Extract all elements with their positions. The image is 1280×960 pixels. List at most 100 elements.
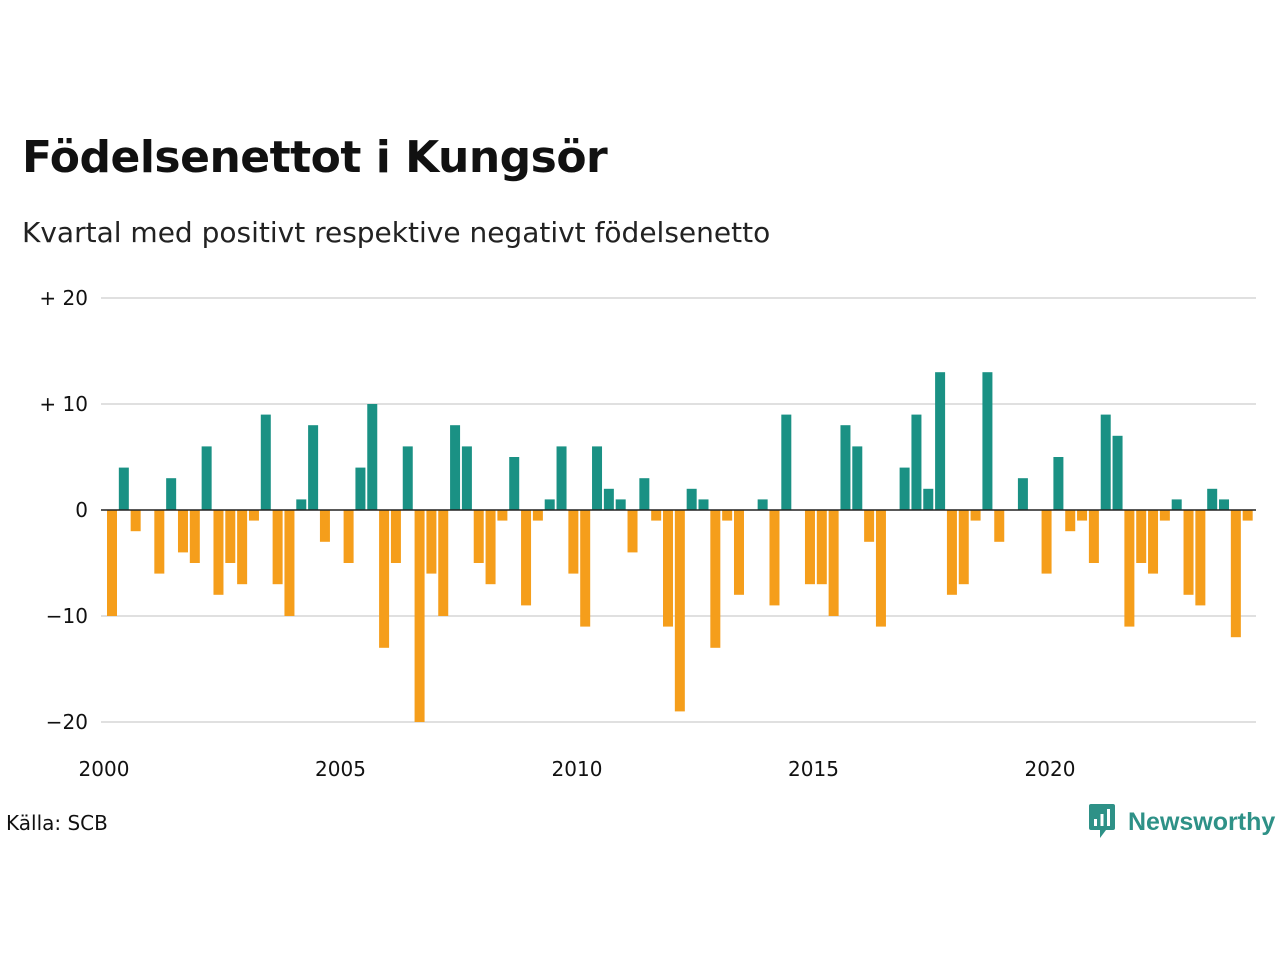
- bar: [639, 478, 650, 510]
- x-tick-label: 2010: [552, 757, 603, 781]
- bar: [426, 510, 437, 574]
- bar: [568, 510, 579, 574]
- bar: [544, 499, 555, 510]
- bar: [284, 510, 295, 616]
- bar: [556, 446, 567, 510]
- bar: [864, 510, 875, 542]
- bar: [1124, 510, 1135, 627]
- bar: [946, 510, 957, 595]
- bar: [1041, 510, 1052, 574]
- bar: [982, 372, 993, 510]
- bar: [935, 372, 946, 510]
- bar: [698, 499, 709, 510]
- bar: [450, 425, 461, 510]
- bar: [1195, 510, 1206, 606]
- bar: [970, 510, 981, 521]
- bar: [627, 510, 638, 553]
- bar: [272, 510, 283, 585]
- bar: [1088, 510, 1099, 563]
- chart-title: Födelsenettot i Kungsör: [22, 132, 608, 183]
- y-tick-label: −20: [46, 710, 88, 734]
- y-tick-label: 0: [75, 498, 88, 522]
- bar: [497, 510, 508, 521]
- bar: [1207, 488, 1218, 510]
- newsworthy-logo-icon: [1089, 804, 1115, 838]
- bar: [473, 510, 484, 563]
- bar: [816, 510, 827, 585]
- bar: [308, 425, 319, 510]
- y-tick-label: −10: [46, 604, 88, 628]
- bar: [1230, 510, 1241, 638]
- bar: [911, 414, 922, 510]
- bar: [958, 510, 969, 585]
- y-tick-label: + 20: [39, 286, 88, 310]
- bar: [296, 499, 307, 510]
- bar: [1136, 510, 1147, 563]
- bar: [733, 510, 744, 595]
- bar: [319, 510, 330, 542]
- bar: [804, 510, 815, 585]
- bar: [651, 510, 662, 521]
- bar: [1065, 510, 1076, 532]
- x-tick-label: 2005: [315, 757, 366, 781]
- y-axis-tick-labels: + 20 + 10 0 −10 −20: [39, 286, 88, 734]
- bar: [414, 510, 425, 722]
- bar: [1017, 478, 1028, 510]
- bar: [710, 510, 721, 648]
- bar: [1112, 435, 1123, 510]
- bar: [166, 478, 177, 510]
- bar: [674, 510, 685, 712]
- bar: [1219, 499, 1230, 510]
- bar: [1159, 510, 1170, 521]
- bar: [260, 414, 271, 510]
- bar: [438, 510, 449, 616]
- bar: [592, 446, 603, 510]
- bar: [603, 488, 614, 510]
- bar: [355, 467, 366, 510]
- bar: [532, 510, 543, 521]
- bars: [107, 372, 1253, 722]
- bar: [225, 510, 236, 563]
- bar: [1100, 414, 1111, 510]
- bar: [994, 510, 1005, 542]
- bar: [663, 510, 674, 627]
- bar-chart: + 20 + 10 0 −10 −20 2000 2005 2010 2015 2020: [39, 286, 1256, 781]
- bar: [509, 457, 520, 510]
- x-tick-label: 2015: [788, 757, 839, 781]
- bar: [722, 510, 733, 521]
- brand-name: Newsworthy: [1128, 807, 1276, 836]
- bar: [899, 467, 910, 510]
- chart-subtitle: Kvartal med positivt respektive negativt…: [22, 216, 771, 249]
- x-tick-label: 2000: [79, 757, 130, 781]
- bar: [1171, 499, 1182, 510]
- bar: [1053, 457, 1064, 510]
- bar: [840, 425, 851, 510]
- bar: [402, 446, 413, 510]
- bar: [390, 510, 401, 563]
- bar: [1183, 510, 1194, 595]
- bar: [875, 510, 886, 627]
- bar: [367, 404, 378, 510]
- bar: [343, 510, 354, 563]
- bar: [201, 446, 212, 510]
- bar: [828, 510, 839, 616]
- bar: [379, 510, 390, 648]
- brand-logo[interactable]: Newsworthy: [1088, 803, 1275, 841]
- bar: [1148, 510, 1159, 574]
- bar: [461, 446, 472, 510]
- bar: [237, 510, 248, 585]
- bar: [615, 499, 626, 510]
- x-axis-tick-labels: 2000 2005 2010 2015 2020: [79, 757, 1076, 781]
- bar: [107, 510, 117, 616]
- bar: [1242, 510, 1253, 521]
- x-tick-label: 2020: [1025, 757, 1076, 781]
- bar: [154, 510, 165, 574]
- bar: [118, 467, 129, 510]
- bar: [781, 414, 792, 510]
- bar: [852, 446, 863, 510]
- bar: [1077, 510, 1088, 521]
- bar: [177, 510, 188, 553]
- bar: [580, 510, 591, 627]
- y-tick-label: + 10: [39, 392, 88, 416]
- bar: [757, 499, 768, 510]
